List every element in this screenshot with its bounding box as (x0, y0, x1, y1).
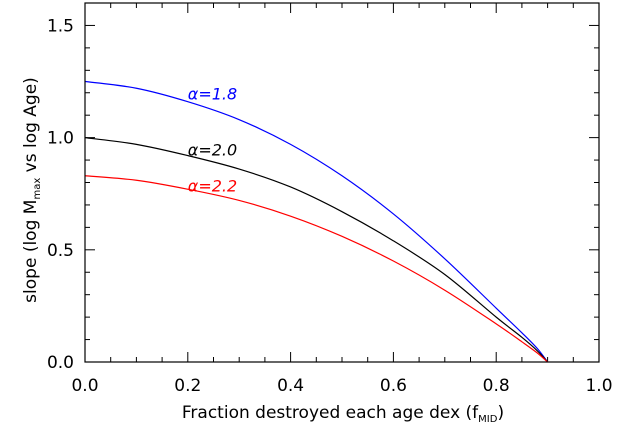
curve-labels: α=1.8 α=2.0 α=2.2 (188, 84, 237, 195)
series-line-0 (84, 80, 549, 363)
series-line-2 (84, 175, 548, 363)
y-axis-label: slope (log Mmax vs log Age) (21, 77, 43, 303)
y-tick-label: 0.0 (47, 353, 74, 373)
x-tick-label: 0.0 (71, 376, 98, 396)
x-tick-label: 1.0 (585, 376, 612, 396)
x-tick-label: 0.6 (380, 376, 407, 396)
x-axis-label: Fraction destroyed each age dex (fMID) (182, 403, 504, 425)
axis-ticks (84, 2, 600, 363)
series-line-1 (84, 137, 549, 363)
plot-frame (84, 2, 600, 363)
curve-label-0: α=1.8 (188, 84, 237, 103)
x-tick-label: 0.4 (277, 376, 304, 396)
series-lines (84, 80, 549, 363)
curve-label-1: α=2.0 (188, 141, 237, 160)
x-tick-label: 0.2 (174, 376, 201, 396)
y-tick-label: 0.5 (47, 241, 74, 261)
curve-label-2: α=2.2 (188, 176, 237, 195)
x-tick-label: 0.8 (483, 376, 510, 396)
tick-labels: 0.0 0.2 0.4 0.6 0.8 1.0 0.0 0.5 1.0 1.5 (47, 16, 613, 396)
y-tick-label: 1.0 (47, 129, 74, 149)
y-tick-label: 1.5 (47, 16, 74, 36)
